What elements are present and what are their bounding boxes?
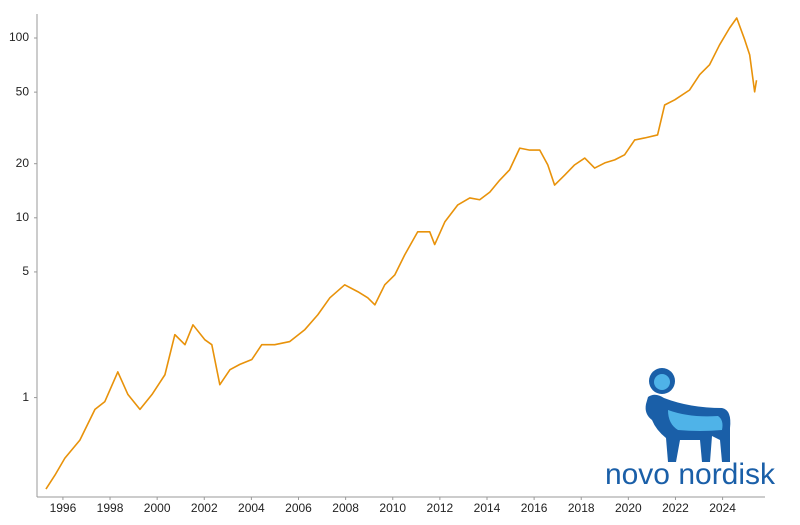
x-tick-label: 2016 [521,501,548,515]
x-tick-label: 2018 [568,501,595,515]
x-tick-label: 2022 [662,501,689,515]
y-tick-label: 5 [22,264,29,278]
logo-text: novo nordisk [605,458,776,491]
x-tick-label: 2024 [709,501,736,515]
x-tick-label: 2020 [615,501,642,515]
x-tick-label: 2004 [238,501,265,515]
y-tick-label: 50 [16,84,30,98]
x-tick-label: 2014 [474,501,501,515]
y-tick-label: 100 [9,30,29,44]
x-tick-label: 1996 [50,501,77,515]
x-tick-label: 2006 [285,501,312,515]
x-tick-label: 2008 [332,501,359,515]
y-tick-label: 10 [16,210,30,224]
logo-head-inner [654,374,670,390]
x-tick-label: 2010 [379,501,406,515]
x-tick-label: 1998 [97,501,124,515]
x-tick-label: 2012 [427,501,454,515]
x-tick-label: 2000 [144,501,171,515]
y-tick-label: 20 [16,156,30,170]
price-line [45,17,758,490]
logo-bull-inner [668,410,723,431]
x-tick-label: 2002 [191,501,218,515]
y-tick-label: 1 [22,390,29,404]
logo: novo nordisk [605,368,776,491]
